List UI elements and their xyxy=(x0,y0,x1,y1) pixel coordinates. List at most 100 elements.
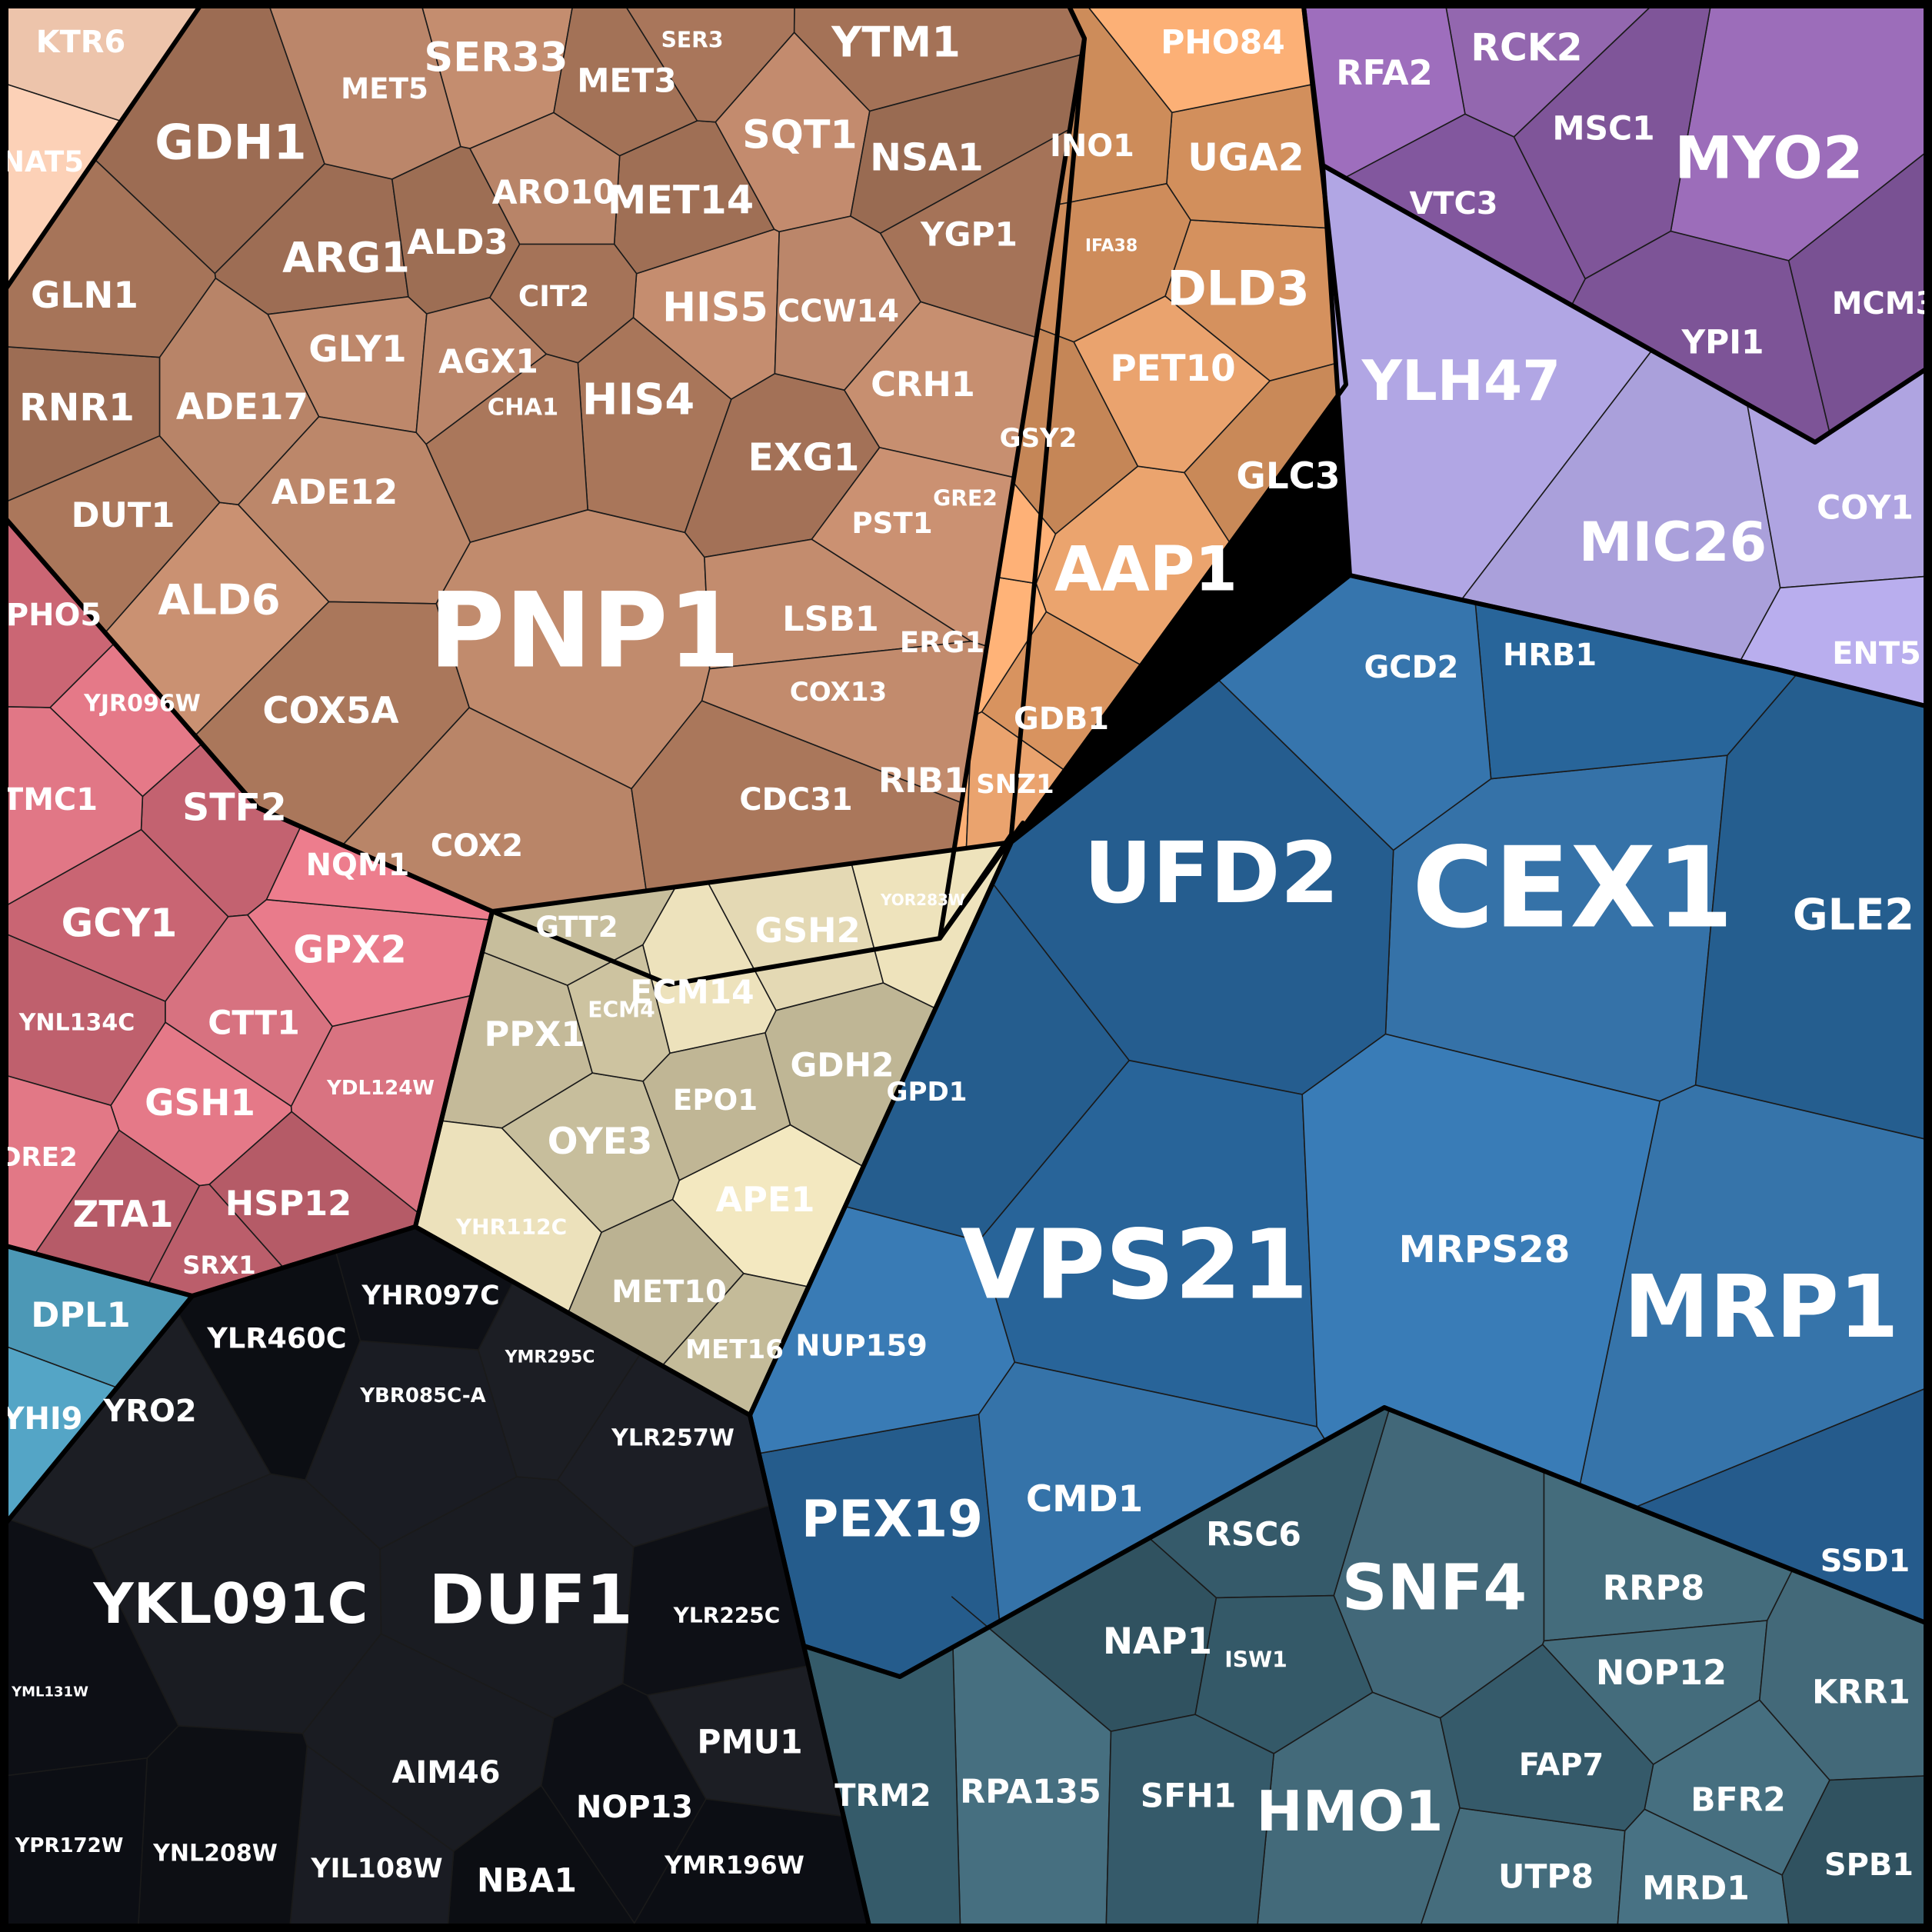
label-dut1: DUT1 xyxy=(72,495,175,535)
label-mcm3: MCM3 xyxy=(1832,286,1932,321)
label-met10: MET10 xyxy=(611,1274,727,1310)
label-gsy2: GSY2 xyxy=(1000,423,1078,454)
label-snz1: SNZ1 xyxy=(976,769,1054,800)
label-met16: MET16 xyxy=(685,1334,784,1365)
label-dpl1: DPL1 xyxy=(31,1295,130,1335)
label-mic26: MIC26 xyxy=(1579,511,1767,574)
label-ppx1: PPX1 xyxy=(484,1014,585,1054)
label-coy1: COY1 xyxy=(1817,489,1914,527)
label-nat5: NAT5 xyxy=(1,145,84,178)
label-nop12: NOP12 xyxy=(1596,1653,1727,1693)
label-ykl091c: YKL091C xyxy=(93,1571,368,1636)
label-ytm1: YTM1 xyxy=(831,18,961,67)
label-met5: MET5 xyxy=(341,72,428,105)
label-stf2: STF2 xyxy=(182,786,287,830)
label-aap1: AAP1 xyxy=(1054,534,1237,605)
label-nba1: NBA1 xyxy=(477,1862,577,1900)
label-msc1: MSC1 xyxy=(1552,110,1654,148)
label-gdh1: GDH1 xyxy=(155,115,306,171)
label-dld3: DLD3 xyxy=(1167,261,1310,317)
label-gcd2: GCD2 xyxy=(1364,650,1459,685)
label-gsh1: GSH1 xyxy=(145,1083,255,1124)
label-zta1: ZTA1 xyxy=(73,1194,174,1236)
label-gpd1: GPD1 xyxy=(887,1077,968,1108)
label-sqt1: SQT1 xyxy=(742,112,857,158)
label-myo2: MYO2 xyxy=(1674,124,1863,192)
label-gtt2: GTT2 xyxy=(535,910,618,944)
label-ino1: INO1 xyxy=(1050,128,1134,164)
label-duf1: DUF1 xyxy=(428,1561,633,1640)
label-ydl124w: YDL124W xyxy=(326,1077,435,1100)
label-gpx2: GPX2 xyxy=(293,928,406,972)
label-ser3: SER3 xyxy=(661,28,724,53)
label-rpa135: RPA135 xyxy=(960,1773,1101,1811)
label-ecm14: ECM14 xyxy=(630,974,754,1011)
label-cdc31: CDC31 xyxy=(739,782,852,818)
label-cit2: CIT2 xyxy=(518,279,589,313)
label-rnr1: RNR1 xyxy=(19,386,135,430)
label-pho84: PHO84 xyxy=(1161,24,1285,62)
cell-cit2 xyxy=(488,243,638,364)
label-pex19: PEX19 xyxy=(801,1490,983,1549)
label-cex1: CEX1 xyxy=(1412,824,1734,954)
label-ald3: ALD3 xyxy=(407,222,508,262)
label-met14: MET14 xyxy=(608,178,754,223)
label-cmd1: CMD1 xyxy=(1026,1479,1143,1521)
cell-ccw14 xyxy=(774,215,921,391)
label-gle2: GLE2 xyxy=(1793,891,1914,941)
label-uga2: UGA2 xyxy=(1188,136,1304,180)
label-isw1: ISW1 xyxy=(1224,1647,1287,1673)
label-vtc3: VTC3 xyxy=(1409,186,1497,222)
label-ctt1: CTT1 xyxy=(208,1004,299,1042)
cell-ynl208w xyxy=(137,1725,308,1927)
label-ypi1: YPI1 xyxy=(1681,324,1764,361)
label-aim46: AIM46 xyxy=(392,1755,501,1790)
label-nqm1: NQM1 xyxy=(306,848,410,883)
label-arg1: ARG1 xyxy=(282,234,410,282)
label-his5: HIS5 xyxy=(662,285,768,331)
label-rib1: RIB1 xyxy=(878,761,968,801)
label-yro2: YRO2 xyxy=(102,1394,196,1429)
label-gsh2: GSH2 xyxy=(754,911,860,951)
label-yhr097c: YHR097C xyxy=(361,1281,499,1311)
label-utp8: UTP8 xyxy=(1498,1858,1594,1896)
label-ybr085c-a: YBR085C-A xyxy=(359,1384,486,1407)
label-yjr096w: YJR096W xyxy=(83,691,201,718)
label-krr1: KRR1 xyxy=(1812,1674,1910,1711)
label-erg1: ERG1 xyxy=(900,625,984,659)
label-gre2: GRE2 xyxy=(933,486,998,511)
label-tmc1: TMC1 xyxy=(2,782,98,818)
label-ylr225c: YLR225C xyxy=(673,1603,781,1628)
label-ufd2: UFD2 xyxy=(1084,824,1339,922)
label-nsa1: NSA1 xyxy=(870,136,984,180)
cell-cha1 xyxy=(425,353,589,543)
label-rfa2: RFA2 xyxy=(1336,53,1433,93)
label-ccw14: CCW14 xyxy=(778,294,899,329)
label-ylr257w: YLR257W xyxy=(611,1425,734,1452)
label-mrps28: MRPS28 xyxy=(1399,1228,1571,1271)
label-rck2: RCK2 xyxy=(1471,26,1582,70)
label-sfh1: SFH1 xyxy=(1141,1777,1236,1815)
label-ssd1: SSD1 xyxy=(1820,1544,1910,1579)
label-yor283w: YOR283W xyxy=(880,891,965,909)
label-nop13: NOP13 xyxy=(576,1790,693,1825)
label-hmo1: HMO1 xyxy=(1256,1779,1443,1844)
label-gln1: GLN1 xyxy=(31,275,138,317)
label-gly1: GLY1 xyxy=(308,329,406,371)
label-yil108w: YIL108W xyxy=(310,1854,442,1884)
label-rsc6: RSC6 xyxy=(1206,1516,1301,1554)
label-yhr112c: YHR112C xyxy=(455,1214,567,1240)
label-crh1: CRH1 xyxy=(871,365,975,405)
label-bfr2: BFR2 xyxy=(1690,1781,1785,1819)
label-pnp1: PNP1 xyxy=(429,571,741,691)
label-hrb1: HRB1 xyxy=(1503,638,1597,673)
label-gdh2: GDH2 xyxy=(791,1047,894,1084)
label-ymr295c: YMR295C xyxy=(505,1348,595,1367)
label-ylr460c: YLR460C xyxy=(206,1322,346,1355)
label-ynl134c: YNL134C xyxy=(18,1010,135,1037)
label-pho5: PHO5 xyxy=(6,598,102,633)
label-ent5: ENT5 xyxy=(1832,636,1921,671)
label-vps21: VPS21 xyxy=(961,1210,1308,1321)
